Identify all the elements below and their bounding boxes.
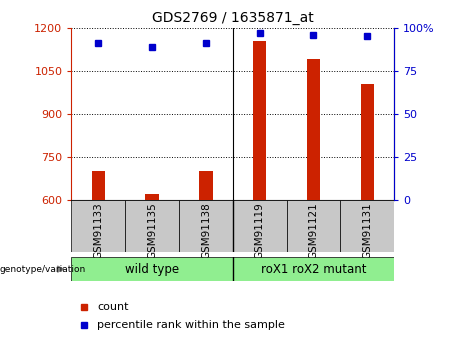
FancyBboxPatch shape (340, 200, 394, 252)
FancyBboxPatch shape (179, 200, 233, 252)
FancyBboxPatch shape (125, 200, 179, 252)
Text: GSM91131: GSM91131 (362, 203, 372, 259)
Text: GSM91119: GSM91119 (254, 203, 265, 259)
Bar (145, 194, 159, 200)
Text: GSM91138: GSM91138 (201, 203, 211, 259)
Bar (199, 171, 213, 200)
Text: GSM91133: GSM91133 (93, 203, 103, 259)
Text: genotype/variation: genotype/variation (0, 265, 86, 274)
FancyBboxPatch shape (71, 200, 125, 252)
Bar (253, 40, 266, 200)
Title: GDS2769 / 1635871_at: GDS2769 / 1635871_at (152, 11, 313, 25)
FancyBboxPatch shape (287, 200, 340, 252)
Bar (307, 59, 320, 200)
Text: percentile rank within the sample: percentile rank within the sample (97, 320, 285, 330)
FancyBboxPatch shape (233, 257, 394, 281)
Text: roX1 roX2 mutant: roX1 roX2 mutant (261, 263, 366, 276)
Text: GSM91135: GSM91135 (147, 203, 157, 259)
Bar (92, 171, 105, 200)
Text: wild type: wild type (125, 263, 179, 276)
Bar (361, 83, 374, 200)
FancyBboxPatch shape (71, 257, 233, 281)
FancyBboxPatch shape (233, 200, 287, 252)
Text: count: count (97, 302, 129, 312)
Text: GSM91121: GSM91121 (308, 203, 319, 259)
